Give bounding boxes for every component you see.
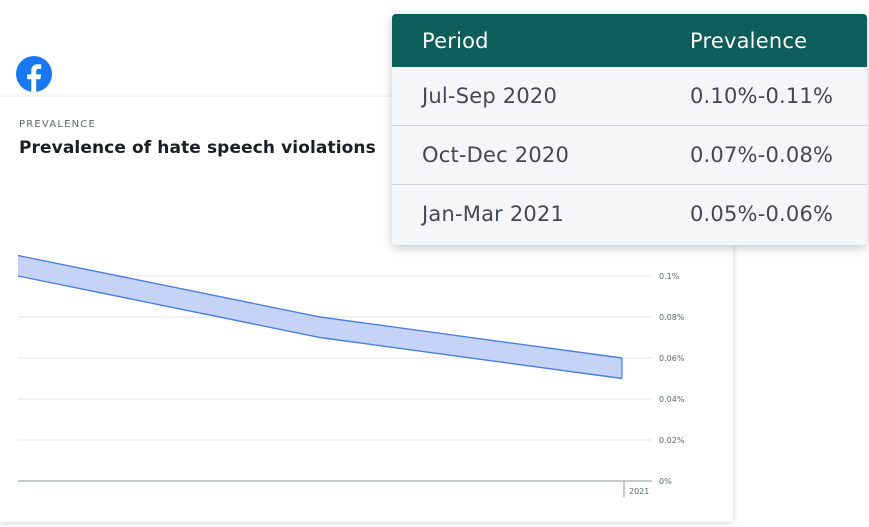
row-period: Jan-Mar 2021 bbox=[422, 202, 565, 226]
row-prevalence: 0.10%-0.11% bbox=[690, 84, 834, 108]
chart-gridlines: 0.1% 0.08% 0.06% 0.04% 0.02% 0% bbox=[18, 272, 685, 486]
table-row: Jan-Mar 2021 0.05%-0.06% bbox=[392, 185, 867, 243]
y-tick-label: 0.08% bbox=[659, 313, 685, 322]
header-period: Period bbox=[422, 29, 489, 53]
row-prevalence: 0.07%-0.08% bbox=[690, 143, 834, 167]
y-tick-label: 0.06% bbox=[659, 354, 685, 363]
chart-title: Prevalence of hate speech violations bbox=[19, 138, 376, 158]
y-tick-label: 0.02% bbox=[659, 436, 685, 445]
y-tick-label: 0% bbox=[659, 477, 672, 486]
row-period: Oct-Dec 2020 bbox=[422, 143, 570, 167]
facebook-logo-icon bbox=[16, 56, 52, 92]
lower-bound-line bbox=[17, 275, 623, 380]
row-prevalence: 0.05%-0.06% bbox=[690, 202, 834, 226]
x-tick-label: 2021 bbox=[629, 487, 649, 496]
y-tick-label: 0.04% bbox=[659, 395, 685, 404]
prevalence-table: Period Prevalence Jul-Sep 2020 0.10%-0.1… bbox=[392, 14, 867, 245]
chart-band bbox=[17, 254, 623, 380]
header-prevalence: Prevalence bbox=[690, 29, 808, 53]
chart-eyebrow: PREVALENCE bbox=[19, 119, 97, 130]
table-header: Period Prevalence bbox=[392, 14, 867, 67]
table-row: Oct-Dec 2020 0.07%-0.08% bbox=[392, 126, 867, 185]
table-row: Jul-Sep 2020 0.10%-0.11% bbox=[392, 67, 867, 126]
upper-bound-line bbox=[17, 254, 623, 359]
y-tick-label: 0.1% bbox=[659, 272, 680, 281]
chart-axis: 2021 bbox=[623, 481, 649, 497]
row-period: Jul-Sep 2020 bbox=[422, 84, 558, 108]
